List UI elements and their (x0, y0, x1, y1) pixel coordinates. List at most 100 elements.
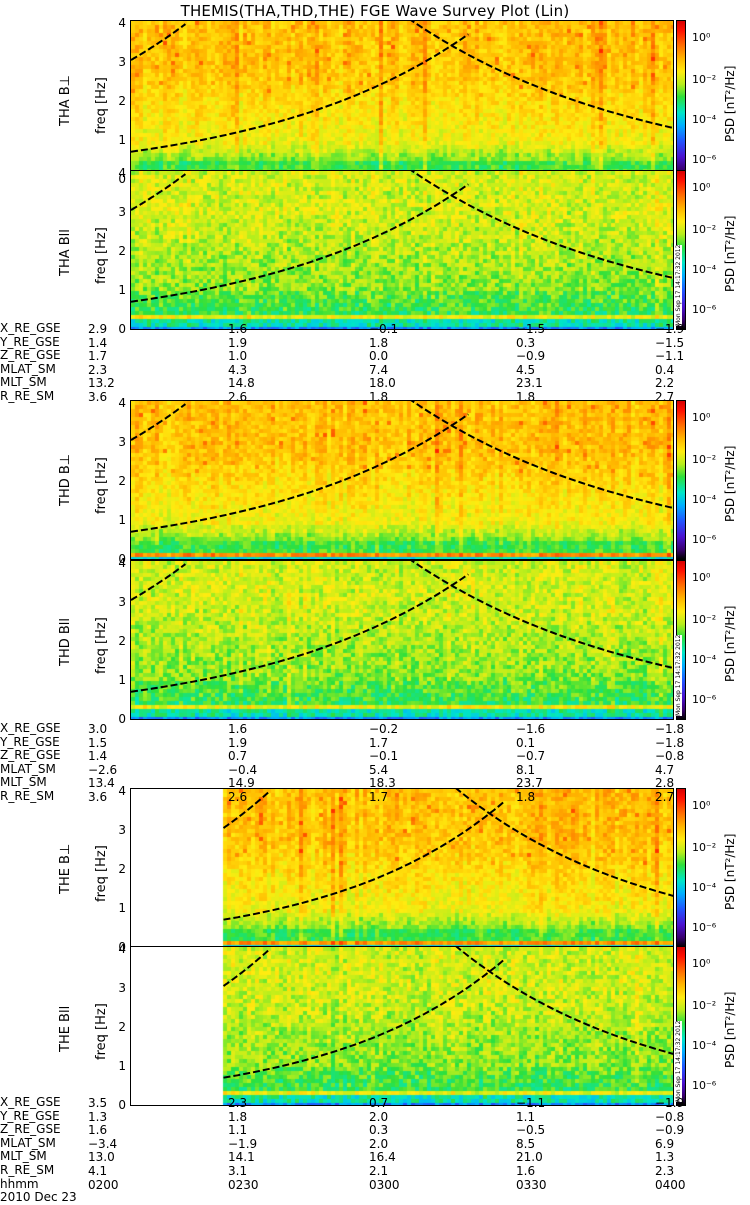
ephemeris-value: 1.6 (228, 722, 248, 736)
y-tick-label: 0 (118, 322, 126, 336)
ephemeris-label: MLAT_SM (0, 761, 56, 776)
timestamp-stamp: Mon Sep 17 14:17:32 2012 (675, 244, 682, 326)
colorbar-tick-label: 10⁰ (692, 571, 711, 585)
colorbar-tick-label: 10⁻⁶ (692, 152, 717, 166)
timestamp-stamp: Mon Sep 17 14:17:32 2012 (675, 1020, 682, 1102)
ephemeris-value: −0.9 (655, 1123, 685, 1138)
y-tick-label: 3 (118, 54, 126, 69)
ephemeris-value: 1.6 (88, 1123, 108, 1138)
spectrogram-panel-thd-bpar (130, 560, 674, 720)
ephemeris-value: 2.7 (655, 790, 675, 804)
ephemeris-label: MLAT_SM (0, 361, 56, 376)
ephemeris-value: −0.8 (655, 749, 685, 764)
colorbar-tick-label: 10⁻² (692, 998, 717, 1012)
ephemeris-value: 0.0 (369, 349, 389, 364)
y-tick-label: 2 (118, 1019, 126, 1034)
gyrofrequency-curves (131, 171, 673, 303)
time-tick-label: 0200 (88, 1177, 119, 1192)
ephemeris-value: 14.9 (228, 776, 255, 791)
falling-gyro-curve (455, 789, 673, 897)
ephemeris-value: 23.7 (516, 776, 543, 791)
falling-gyro-curve (410, 171, 673, 279)
falling-gyro-curve (410, 21, 673, 129)
ephemeris-value: 4.1 (88, 1164, 108, 1178)
spectrogram-panel-thd-bperp (130, 400, 674, 560)
ephemeris-value: −1.5 (516, 322, 546, 336)
y-tick-label: 4 (118, 165, 126, 180)
ephemeris-value: 1.7 (369, 735, 389, 750)
colorbar (676, 788, 686, 948)
ephemeris-value: 2.3 (228, 1096, 248, 1110)
colorbar-tick-label: 10⁻⁶ (692, 302, 717, 316)
date-label: 2010 Dec 23 (0, 1190, 77, 1205)
gyrofrequency-curves (131, 401, 673, 533)
colorbar-tick-label: 10⁻⁴ (692, 1038, 717, 1052)
colorbar-label: PSD [nT²/Hz] (723, 605, 737, 682)
ephemeris-value: 5.4 (369, 762, 389, 777)
ephemeris-value: 14.8 (228, 376, 255, 391)
ephemeris-value: 1.7 (88, 349, 108, 364)
timestamp-stamp: Mon Sep 17 14:17:32 2012 (675, 634, 682, 716)
ephemeris-label: Z_RE_GSE (0, 348, 61, 363)
colorbar-tick-label: 10⁻⁶ (692, 1078, 717, 1092)
ephemeris-value: 2.9 (88, 322, 108, 336)
harmonic-gyro-curve (131, 563, 187, 601)
gyrofrequency-curves (222, 947, 673, 1079)
freq-axis-label: freq [Hz] (94, 845, 109, 902)
ephemeris-value: 2.6 (228, 390, 248, 404)
ephemeris-value: 4.3 (228, 362, 248, 377)
colorbar-tick-label: 10⁰ (692, 31, 711, 45)
panel-label: THA B⊥ (58, 75, 73, 126)
ephemeris-label: X_RE_GSE (0, 721, 61, 735)
time-axis-label: hhmm (0, 1176, 39, 1191)
ephemeris-value: 13.4 (88, 776, 115, 791)
ephemeris-value: 2.1 (369, 1164, 389, 1178)
ephemeris-value: 21.0 (516, 1150, 543, 1165)
ephemeris-value: 0.1 (516, 735, 536, 750)
panel-label: THA Bll (58, 229, 73, 276)
ephemeris-value: −3.4 (88, 1136, 118, 1151)
y-tick-label: 2 (118, 243, 126, 258)
ephemeris-value: 8.5 (516, 1136, 536, 1151)
colorbar-tick-label: 10⁻² (692, 72, 717, 86)
y-tick-label: 0 (118, 712, 126, 726)
spectrogram-panel-tha-bperp (130, 20, 674, 180)
colorbar-tick-label: 10⁰ (692, 957, 711, 971)
y-tick-label: 2 (118, 633, 126, 648)
spectrogram-image (131, 171, 673, 329)
spectrogram-panel-the-bpar (130, 946, 674, 1106)
gyrofrequency-curves (222, 789, 673, 921)
y-tick-label: 3 (118, 822, 126, 837)
ephemeris-value: 3.0 (88, 722, 108, 736)
ephemeris-value: 3.6 (88, 790, 108, 804)
spectrogram-panel-tha-bpar (130, 170, 674, 330)
ephemeris-value: −1.8 (655, 722, 685, 736)
ephemeris-value: 2.2 (655, 376, 675, 391)
rising-gyro-curve (131, 183, 469, 303)
ephemeris-value: 3.5 (88, 1096, 108, 1110)
y-tick-label: 0 (118, 172, 126, 186)
y-tick-label: 4 (118, 15, 126, 30)
freq-axis-label: freq [Hz] (94, 617, 109, 674)
ephemeris-value: 8.1 (516, 762, 536, 777)
harmonic-gyro-curve (222, 949, 270, 987)
ephemeris-value: 18.0 (369, 376, 396, 391)
ephemeris-value: 14.1 (228, 1150, 255, 1165)
ephemeris-value: 7.4 (369, 362, 389, 377)
rising-gyro-curve (223, 959, 505, 1079)
ephemeris-value: −1.9 (228, 1136, 258, 1151)
ephemeris-value: −1.6 (516, 722, 546, 736)
ephemeris-label: X_RE_GSE (0, 1095, 61, 1109)
colorbar-tick-label: 10⁻⁴ (692, 112, 717, 126)
harmonic-gyro-curve (131, 403, 187, 441)
ephemeris-value: 1.9 (228, 735, 248, 750)
ephemeris-label: Z_RE_GSE (0, 748, 61, 763)
harmonic-gyro-curve (131, 173, 187, 211)
colorbar-tick-label: 10⁻⁴ (692, 652, 717, 666)
y-tick-label: 4 (118, 783, 126, 798)
spectrogram-image (131, 401, 673, 559)
ephemeris-label: MLAT_SM (0, 1135, 56, 1150)
colorbar-tick-label: 10⁰ (692, 411, 711, 425)
ephemeris-value: 1.8 (369, 335, 389, 350)
ephemeris-value: −0.2 (369, 722, 399, 736)
